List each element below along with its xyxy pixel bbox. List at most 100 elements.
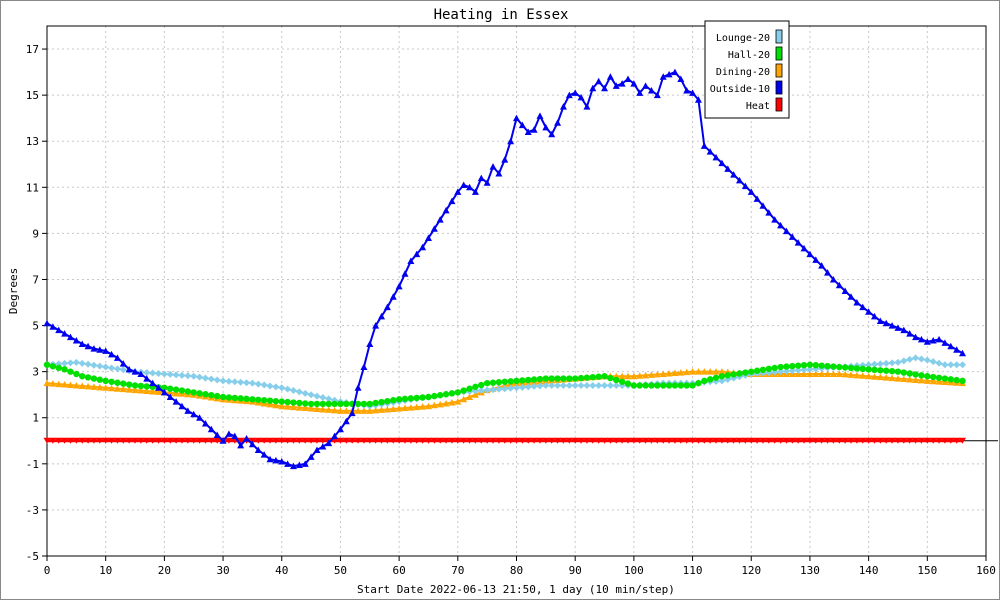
data-point [442,206,450,214]
data-point [360,363,368,371]
y-tick-label: 7 [32,273,39,286]
data-point [653,91,661,99]
data-point [694,437,702,444]
data-point [536,437,544,444]
data-point [941,361,949,369]
data-point [870,312,878,320]
x-tick-label: 70 [451,564,464,577]
data-point [647,371,655,378]
data-point [606,73,614,80]
data-point [812,437,820,444]
data-point [419,243,427,251]
data-point [548,437,556,444]
data-point [771,437,779,444]
data-point [149,379,157,387]
data-point [178,402,186,410]
data-point [289,437,297,444]
data-point [712,368,720,375]
data-point [266,437,274,444]
data-point [172,398,180,405]
data-point [724,437,732,444]
data-point [800,370,808,377]
data-point [900,326,908,334]
data-point [654,382,661,389]
data-point [313,405,321,412]
data-point [565,91,573,99]
data-point [894,437,902,444]
data-point [383,303,391,311]
data-point [689,89,697,96]
data-point [119,360,127,367]
data-point [841,437,849,444]
data-point [501,156,509,163]
data-point [548,381,556,389]
data-point [530,382,538,390]
data-point [865,361,873,369]
data-point [741,437,749,444]
data-point [272,397,280,405]
data-point [55,364,62,372]
data-point [248,440,256,448]
data-point [301,460,309,467]
x-tick-label: 80 [510,564,523,577]
data-point [178,387,186,394]
data-point [612,381,620,389]
data-point [413,250,421,258]
y-tick-label: -3 [26,504,39,517]
data-point [941,437,949,444]
data-point [424,234,432,241]
data-point [66,359,74,367]
data-point [888,374,896,382]
data-point [61,330,69,337]
data-point [636,89,644,96]
data-point [829,437,837,444]
data-point [478,381,485,389]
data-point [929,377,937,385]
data-point [824,437,832,444]
data-point [430,437,438,444]
data-point [888,359,896,367]
data-point [254,437,262,444]
x-tick-label: 50 [334,564,347,577]
data-point [618,378,626,385]
data-point [718,159,726,167]
data-point [102,363,110,371]
data-point [55,437,63,444]
data-point [430,401,438,409]
data-point [923,338,931,345]
data-point [201,437,209,444]
data-point [43,361,51,368]
data-point [296,399,303,407]
data-point [284,437,292,444]
data-point [554,375,561,382]
data-point [612,437,620,444]
data-point [712,374,720,381]
legend-swatch [775,63,783,78]
data-point [618,437,626,444]
data-point [847,364,855,372]
data-point [237,441,245,449]
data-point [436,437,444,444]
data-point [61,359,69,367]
data-point [830,363,837,370]
y-tick-label: 5 [32,320,39,333]
data-point [137,387,145,394]
data-point [518,437,526,444]
x-tick-label: 100 [624,564,644,577]
data-point [331,432,339,440]
data-point [906,437,914,444]
data-point [407,404,415,411]
data-point [342,437,350,444]
data-point [190,437,198,444]
data-point [243,395,250,403]
data-point [777,368,785,376]
data-point [219,393,227,401]
data-point [624,380,632,387]
data-point [295,461,303,468]
data-point [325,395,333,403]
data-point [125,437,133,444]
data-point [155,437,163,444]
data-point [953,376,960,384]
data-point [354,400,362,408]
data-point [871,366,878,374]
